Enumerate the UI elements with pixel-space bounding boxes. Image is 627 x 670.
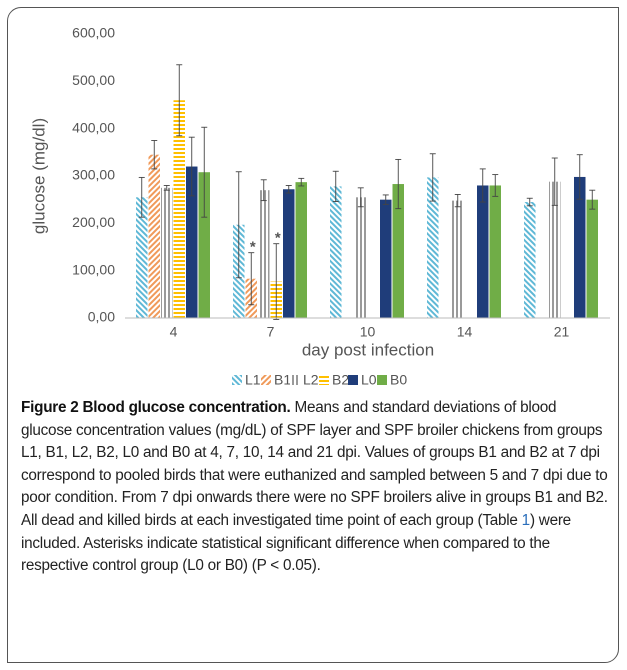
y-tick-label: 300,00	[72, 167, 115, 183]
bar	[586, 199, 598, 318]
error-bar	[576, 154, 583, 200]
legend-label: L1	[245, 372, 261, 388]
caption-text: Means and standard deviations of blood g…	[21, 399, 608, 529]
legend-swatch	[348, 375, 358, 385]
bar	[380, 199, 392, 318]
y-tick-label: 100,00	[72, 261, 115, 277]
legend-label: L2	[303, 372, 319, 388]
figure-frame	[7, 7, 619, 663]
error-bar	[589, 189, 596, 210]
caption-text: ) were included. Asterisks indicate stat…	[21, 511, 571, 575]
y-tick-label: 400,00	[72, 119, 115, 135]
bar	[283, 189, 295, 318]
error-bar	[332, 170, 339, 203]
bar	[574, 176, 586, 318]
legend-label: B2	[332, 372, 349, 388]
x-axis-label: day post infection	[302, 340, 434, 359]
legend-swatch	[261, 375, 271, 385]
bar	[392, 184, 404, 318]
error-bar	[235, 171, 242, 279]
y-axis-label: glucose (mg/dl)	[29, 118, 48, 234]
y-tick-label: 500,00	[72, 72, 115, 88]
table-link[interactable]: 1	[521, 511, 531, 529]
error-bar	[176, 64, 183, 137]
bar	[258, 190, 270, 318]
error-bar	[201, 126, 208, 218]
bar	[148, 154, 160, 318]
x-tick-label: 10	[360, 324, 376, 340]
bar	[549, 181, 561, 318]
error-bar	[551, 157, 558, 206]
legend-label: L0	[361, 372, 377, 388]
bar	[427, 177, 439, 318]
annotation: *	[250, 239, 256, 256]
bar	[173, 100, 185, 319]
error-bar	[248, 252, 255, 306]
bar	[161, 187, 173, 318]
legend-swatch	[319, 375, 329, 385]
bar	[186, 166, 198, 318]
error-bar	[429, 153, 436, 202]
error-bar	[382, 194, 389, 205]
caption: Figure 2 Blood glucose concentration. Me…	[21, 397, 611, 578]
y-tick-label: 200,00	[72, 214, 115, 230]
chart: glucose (mg/dl) day post infection 0,00 1…	[29, 25, 610, 388]
x-tick-label: 4	[170, 324, 178, 340]
error-bar	[298, 177, 305, 187]
bar	[452, 200, 464, 318]
error-bar	[454, 194, 461, 208]
bar	[524, 202, 536, 318]
legend-swatch	[232, 375, 242, 385]
error-bar	[526, 197, 533, 207]
y-tick-label: 0,00	[88, 309, 115, 325]
error-bar	[138, 176, 145, 218]
error-bar	[395, 158, 402, 210]
bar	[136, 197, 148, 318]
annotation: *	[275, 230, 281, 247]
bar	[295, 182, 307, 318]
bar	[489, 185, 501, 318]
error-bar	[492, 174, 499, 197]
error-bar	[273, 243, 280, 320]
error-bar	[151, 140, 158, 170]
legend-label: B1	[274, 372, 291, 388]
bar	[330, 186, 342, 318]
bar	[477, 185, 489, 318]
error-bar	[285, 185, 292, 194]
error-bar	[479, 168, 486, 203]
bar	[355, 197, 367, 318]
error-bar	[188, 136, 195, 197]
x-tick-label: 21	[554, 324, 570, 340]
legend-swatch	[290, 375, 300, 385]
bar	[198, 172, 210, 318]
y-tick-label: 600,00	[72, 25, 115, 41]
x-tick-label: 7	[267, 324, 275, 340]
caption-label: Figure 2 Blood glucose concentration.	[21, 399, 291, 416]
error-bar	[163, 185, 170, 191]
x-tick-label: 14	[457, 324, 473, 340]
legend-swatch	[377, 375, 387, 385]
error-bar	[357, 187, 364, 208]
legend-label: B0	[390, 372, 407, 388]
error-bar	[260, 179, 267, 202]
